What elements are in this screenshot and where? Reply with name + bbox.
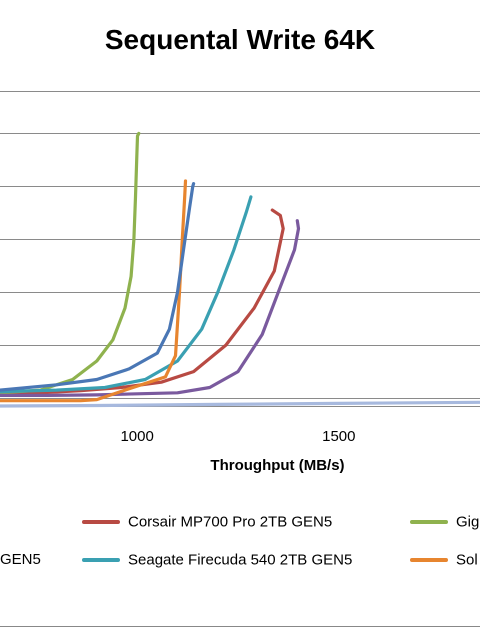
legend-label-seagate: Seagate Firecuda 540 2TB GEN5 xyxy=(128,551,353,569)
series-line-4 xyxy=(0,179,188,403)
gridlines xyxy=(0,91,480,407)
legend-label-gig: Gig xyxy=(456,513,480,531)
legend-item-gig: Gig xyxy=(410,513,479,531)
series-line-6 xyxy=(0,400,480,408)
legend-swatch-seagate xyxy=(82,558,120,563)
series-lines xyxy=(0,131,480,408)
chart-title: Sequental Write 64K xyxy=(104,24,376,55)
legend-label-corsair: Corsair MP700 Pro 2TB GEN5 xyxy=(128,513,333,531)
x-tick-labels: 1000 1500 xyxy=(120,428,355,445)
x-axis-label: Throughput (MB/s) xyxy=(210,457,345,474)
x-tick-label-1: 1500 xyxy=(322,428,355,445)
legend-label-gen5: GEN5 xyxy=(0,551,41,568)
x-tick-label-0: 1000 xyxy=(120,428,153,445)
series-line-0 xyxy=(0,208,285,396)
legend-label-sol: Sol xyxy=(456,551,478,569)
legend-swatch-gig xyxy=(410,520,448,525)
legend-swatch-corsair xyxy=(82,520,120,525)
legend-item-corsair: Corsair MP700 Pro 2TB GEN5 xyxy=(82,513,332,531)
series-line-2 xyxy=(0,219,301,397)
legend-item-seagate: Seagate Firecuda 540 2TB GEN5 xyxy=(82,551,352,569)
legend-swatch-sol xyxy=(410,558,448,563)
legend-item-sol: Sol xyxy=(410,551,478,569)
series-line-1 xyxy=(0,131,141,395)
series-line-3 xyxy=(0,195,253,394)
series-line-5 xyxy=(0,182,196,392)
